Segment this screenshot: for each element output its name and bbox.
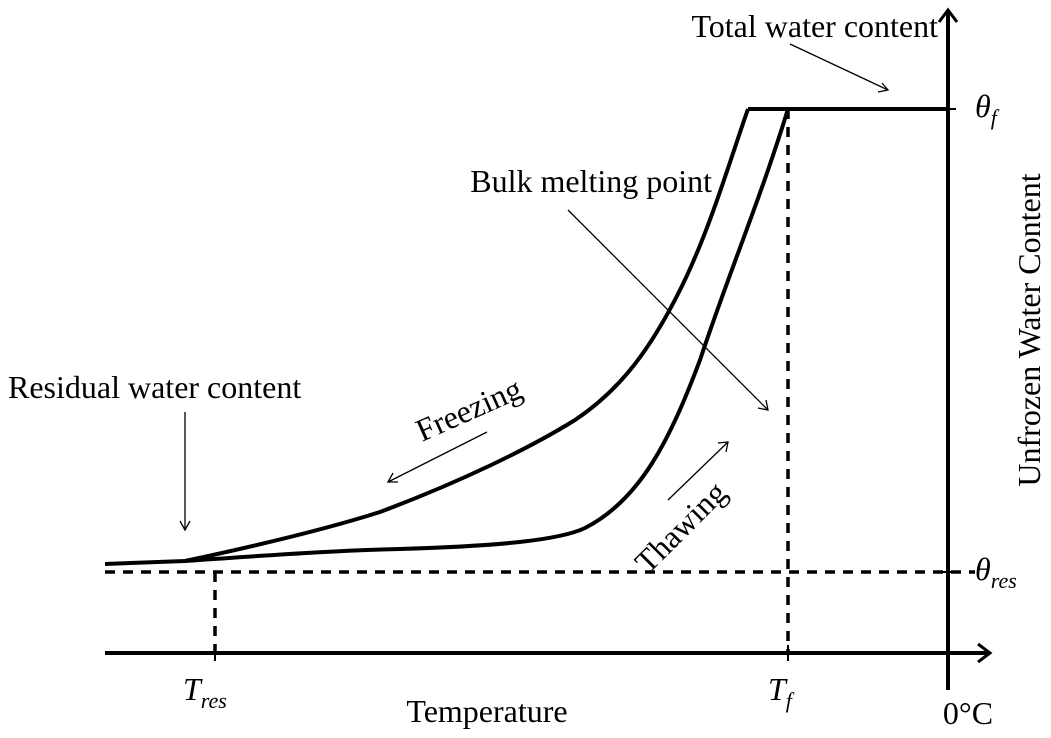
arrow-head bbox=[386, 472, 398, 483]
annotation-arrow bbox=[789, 43, 889, 91]
label: Bulk melting point bbox=[470, 163, 712, 199]
y-axis-arrow bbox=[937, 7, 959, 23]
axis-title: Unfrozen Water Content bbox=[1011, 173, 1047, 486]
symbol-sub: res bbox=[991, 568, 1017, 593]
x-axis-arrow bbox=[977, 642, 993, 664]
arrow-head bbox=[179, 520, 191, 532]
symbol-base: T bbox=[183, 671, 203, 707]
symbol-base: T bbox=[768, 671, 788, 707]
label: 0°C bbox=[943, 695, 993, 731]
symbol: θf bbox=[975, 88, 1000, 130]
freezing-curve bbox=[104, 108, 750, 566]
symbol: Tf bbox=[768, 671, 795, 713]
symbol-sub: f bbox=[786, 688, 795, 713]
symbol-base: θ bbox=[975, 88, 991, 124]
annotation-arrow bbox=[567, 209, 769, 411]
thawing-curve bbox=[184, 108, 790, 563]
arrow-head bbox=[717, 441, 729, 453]
symbol-sub: f bbox=[991, 105, 1000, 130]
symbol-sub: res bbox=[201, 688, 227, 713]
label: Freezing bbox=[410, 370, 527, 448]
freezing-arrow bbox=[387, 431, 488, 483]
label: Thawing bbox=[627, 474, 733, 580]
arrow-head bbox=[757, 399, 769, 411]
symbol: Tres bbox=[183, 671, 227, 713]
axis-title: Temperature bbox=[406, 693, 567, 729]
label: Total water content bbox=[691, 8, 938, 44]
symbol-base: θ bbox=[975, 551, 991, 587]
symbol: θres bbox=[975, 551, 1017, 593]
thawing-arrow bbox=[667, 441, 729, 501]
label: Residual water content bbox=[8, 369, 301, 405]
arrow-head bbox=[877, 82, 890, 93]
